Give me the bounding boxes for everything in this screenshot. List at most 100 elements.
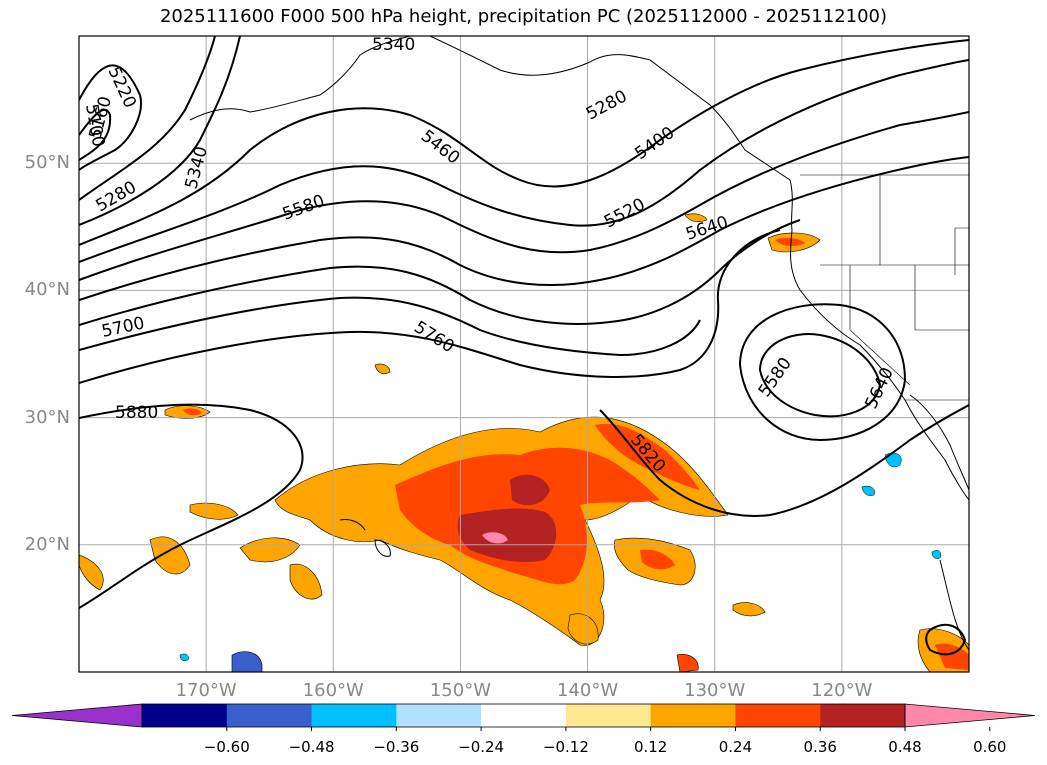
- colorbar-segment: [142, 704, 228, 727]
- precip-area-heavy: [183, 408, 202, 416]
- state-border: [954, 227, 969, 275]
- precip-area-heavy: [676, 654, 699, 672]
- longitude-label: 150°W: [429, 680, 491, 701]
- precip-area-heavy: [640, 549, 675, 570]
- contour-label: 5460: [417, 126, 463, 168]
- map-frame: [78, 35, 970, 673]
- state-border: [879, 175, 969, 266]
- political-borders: [800, 174, 969, 401]
- contour-label: 5880: [115, 403, 158, 423]
- contour-5100: [79, 108, 112, 161]
- contour-5340: [79, 36, 241, 226]
- colorbar-tick-label: 0.60: [973, 738, 1007, 756]
- alaska-coast: [189, 36, 411, 121]
- colorbar-segment: [481, 704, 567, 727]
- contour-5580-low: [758, 333, 882, 418]
- map-title: 2025111600 F000 500 hPa height, precipit…: [159, 6, 888, 27]
- negative-precip-area: [179, 653, 189, 662]
- precip-area: [289, 563, 323, 600]
- contour-5640: [79, 156, 969, 301]
- longitude-label: 130°W: [684, 680, 746, 701]
- precipitation-shading: [79, 213, 969, 672]
- contour-label: 5280: [93, 177, 140, 216]
- latitude-label: 40°N: [24, 279, 70, 301]
- precip-area-heavy: [935, 643, 969, 670]
- precip-area: [684, 213, 708, 222]
- contour-5760: [79, 296, 701, 357]
- state-border: [914, 265, 969, 331]
- contour-5820: [599, 404, 969, 517]
- negative-precip-area: [861, 485, 875, 496]
- colorbar-segment: [820, 704, 906, 727]
- latitude-label: 30°N: [24, 406, 70, 428]
- hawaii-island: [374, 539, 391, 557]
- contour-5880: [79, 403, 304, 609]
- precip-area-intense: [457, 508, 557, 562]
- contour-5460: [79, 39, 969, 246]
- precip-area: [239, 537, 301, 563]
- colorbar-tick-label: −0.48: [288, 738, 335, 756]
- contour-5700: [79, 219, 801, 326]
- colorbar-tick-label: 0.48: [888, 738, 922, 756]
- colorbar-frame: [141, 703, 906, 728]
- mexico-coast: [939, 559, 969, 651]
- colorbar-segment: [735, 704, 821, 727]
- contour-5640-low: [738, 303, 907, 442]
- negative-precip-area: [231, 651, 263, 672]
- colorbar-extend-min: [11, 703, 143, 728]
- colorbar-segment: [226, 704, 313, 727]
- contour-label: 5640: [861, 364, 897, 412]
- colorbar-tick-label: −0.24: [458, 738, 505, 756]
- colorbar: [11, 703, 1036, 731]
- precip-area-intense: [510, 474, 550, 506]
- colorbar-tick-label: −0.12: [542, 738, 589, 756]
- precip-area-heavy: [775, 237, 805, 247]
- latitude-label: 50°N: [24, 152, 70, 174]
- colorbar-segment: [650, 704, 736, 727]
- contour-5520: [79, 59, 969, 263]
- precip-area: [79, 554, 104, 591]
- contour-5220: [79, 64, 142, 171]
- precip-area: [374, 363, 391, 375]
- precip-area: [189, 502, 239, 520]
- contour-label: 5280: [583, 86, 631, 124]
- contour-label: 5400: [631, 123, 678, 164]
- contour-label: 5520: [601, 194, 649, 232]
- precip-area: [567, 613, 599, 645]
- colorbar-tick-label: −0.36: [373, 738, 420, 756]
- longitude-label: 170°W: [175, 680, 237, 701]
- contour-5880-small: [925, 623, 967, 656]
- colorbar-segment: [565, 704, 652, 727]
- contour-5280: [79, 36, 216, 201]
- baja-coast: [909, 394, 969, 491]
- colorbar-tick-label: 0.36: [803, 738, 837, 756]
- west-coast: [429, 36, 969, 501]
- latitude-label: 20°N: [24, 533, 70, 555]
- contour-5580: [79, 111, 969, 281]
- colorbar-tick-label: −0.60: [203, 738, 250, 756]
- height-contours: [79, 36, 969, 656]
- colorbar-extend-max: [904, 703, 1036, 728]
- negative-precip-area: [884, 452, 902, 468]
- hawaii-island: [339, 519, 366, 531]
- colorbar-segment: [396, 704, 482, 727]
- contour-5760b: [79, 229, 781, 384]
- longitude-label: 160°W: [302, 680, 364, 701]
- lat-lon-grid: [79, 36, 969, 672]
- precip-area-heavy: [595, 423, 700, 490]
- colorbar-tick-label: 0.12: [633, 738, 668, 756]
- contour-label: 5580: [280, 191, 327, 225]
- state-border: [849, 265, 911, 386]
- colorbar-segment: [311, 704, 397, 727]
- contour-label: 5160: [86, 94, 117, 141]
- negative-precip-area: [931, 550, 942, 559]
- longitude-label: 140°W: [556, 680, 619, 701]
- longitude-label: 120°W: [811, 680, 873, 701]
- colorbar-tick-label: 0.24: [718, 738, 753, 756]
- coastlines: [189, 36, 969, 651]
- precip-area-extreme: [482, 532, 508, 544]
- contour-label: 5760: [410, 317, 457, 357]
- contour-label: 5340: [372, 35, 415, 55]
- precip-area: [732, 602, 766, 617]
